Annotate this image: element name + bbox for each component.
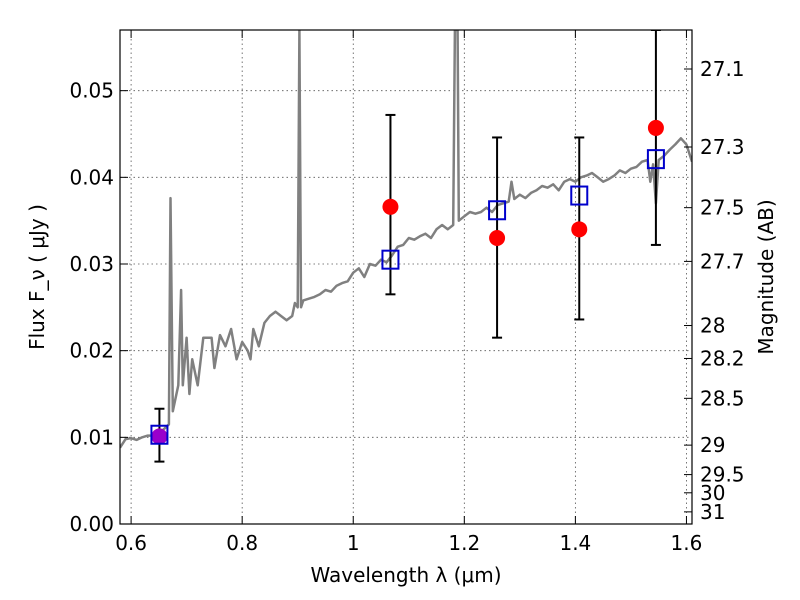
right-tick-label: 28.5 [700, 386, 745, 410]
right-tick-label: 30 [700, 481, 725, 505]
y-tick-label: 0.01 [69, 425, 114, 449]
spectrum-series [120, 30, 692, 449]
x-tick-label: 0.6 [115, 531, 147, 555]
data-point-square [150, 424, 169, 445]
right-tick-label: 27.3 [700, 135, 745, 159]
right-tick-label: 27.7 [700, 249, 745, 273]
data-point-square [381, 249, 400, 270]
y-tick-label: 0.04 [69, 165, 114, 189]
right-tick-label: 29.5 [700, 463, 745, 487]
y-tick-label: 0.03 [69, 252, 114, 276]
right-tick-label: 28 [700, 314, 725, 338]
plot-frame [119, 29, 693, 525]
y-axis-label: Flux F_ν ( μJy ) [25, 204, 49, 350]
data-point-square [570, 185, 589, 206]
y-tick-label: 0.02 [69, 339, 114, 363]
data-point-circle [571, 221, 588, 238]
x-axis-label: Wavelength λ (μm) [310, 563, 501, 587]
right-tick-label: 27.5 [700, 196, 745, 220]
right-tick-label: 29 [700, 433, 725, 457]
right-tick-label: 31 [700, 500, 725, 524]
x-tick-label: 1.2 [448, 531, 480, 555]
data-point-circle [489, 230, 506, 246]
x-tick-label: 1.6 [671, 531, 703, 555]
x-axis-ticks: 0.6 0.8 1 1.2 1.4 1.6 [115, 30, 702, 555]
right-tick-label: 28.2 [700, 346, 745, 370]
spectrum-line [120, 30, 692, 449]
data-point-circle [647, 119, 664, 136]
data-point-circle [151, 428, 168, 445]
data-point-square [646, 149, 665, 170]
y-tick-label: 0.05 [69, 79, 114, 103]
plot-background [120, 30, 692, 524]
data-point-square [488, 200, 507, 221]
x-tick-label: 0.8 [226, 531, 258, 555]
y-axis-ticks: 0.00 0.01 0.02 0.03 0.04 0.05 [69, 79, 128, 536]
right-tick-label: 27.1 [700, 57, 745, 81]
x-tick-label: 1 [347, 531, 360, 555]
data-point-circle [382, 198, 399, 215]
y-tick-label: 0.00 [69, 512, 114, 536]
x-tick-label: 1.4 [559, 531, 591, 555]
right-axis-label: Magnitude (AB) [754, 199, 778, 354]
marker-series [150, 119, 665, 445]
